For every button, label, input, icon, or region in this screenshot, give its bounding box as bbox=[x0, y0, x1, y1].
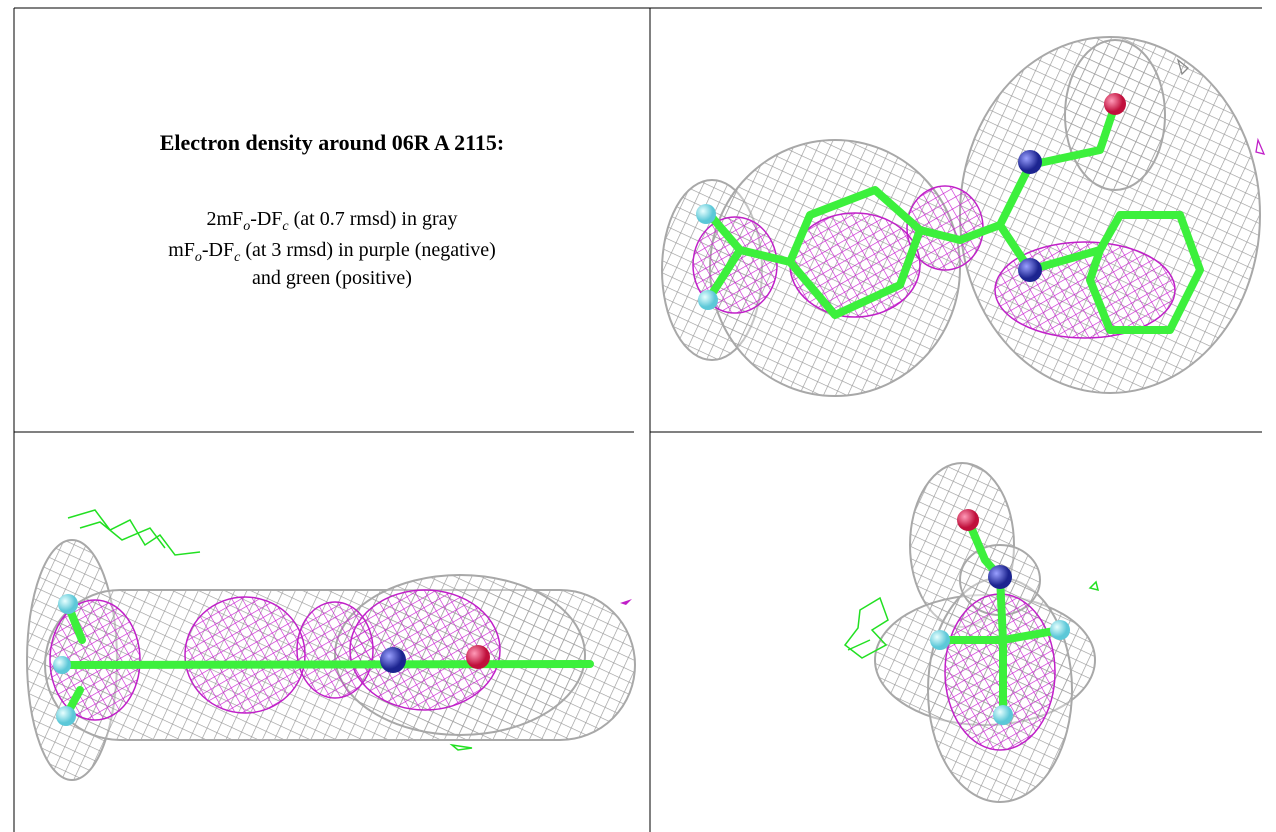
illustration-shape bbox=[1104, 93, 1126, 115]
illustration-shape bbox=[930, 630, 950, 650]
illustration-shape bbox=[1176, 58, 1189, 76]
illustration-shape bbox=[1018, 150, 1042, 174]
illustration-shape bbox=[704, 101, 1204, 334]
caption-line: 2mFo-DFc (at 0.7 rmsd) in gray bbox=[207, 208, 458, 234]
density-view-2 bbox=[26, 509, 636, 781]
illustration-shape bbox=[58, 594, 78, 614]
illustration-shape bbox=[1050, 620, 1070, 640]
caption-subscript: c bbox=[282, 219, 289, 234]
illustration-shape bbox=[349, 589, 501, 711]
caption-text: -DF bbox=[250, 208, 282, 230]
caption-line: and green (positive) bbox=[252, 267, 412, 289]
caption-text: (at 3 rmsd) in purple (negative) bbox=[240, 239, 495, 261]
illustration-shape bbox=[1088, 580, 1100, 592]
table-rules bbox=[13, 7, 1262, 832]
caption-text: -DF bbox=[202, 239, 234, 261]
illustration-shape bbox=[988, 565, 1012, 589]
panel-title: Electron density around 06R A 2115: bbox=[160, 130, 505, 155]
caption-line: mFo-DFc (at 3 rmsd) in purple (negative) bbox=[168, 239, 496, 265]
density-view-3 bbox=[843, 462, 1100, 803]
illustration-shape bbox=[698, 290, 718, 310]
illustration-shape bbox=[957, 509, 979, 531]
illustration-shape bbox=[184, 596, 306, 714]
illustration-shape bbox=[620, 599, 632, 605]
caption-subscript: o bbox=[195, 250, 202, 265]
illustration-shape bbox=[1018, 258, 1042, 282]
caption-text: (at 0.7 rmsd) in gray bbox=[289, 208, 458, 230]
caption-text: 2mF bbox=[207, 208, 244, 230]
illustration-shape bbox=[1255, 137, 1266, 155]
caption-subscript: c bbox=[234, 250, 241, 265]
illustration-shape bbox=[380, 647, 406, 673]
illustration-shape bbox=[56, 706, 76, 726]
illustration-shape bbox=[49, 599, 141, 721]
illustration-shape bbox=[466, 645, 490, 669]
caption-text: mF bbox=[168, 239, 195, 261]
illustration-shape bbox=[696, 204, 716, 224]
illustration-shape bbox=[67, 509, 201, 556]
illustration-shape bbox=[449, 743, 473, 751]
caption-subscript: o bbox=[243, 219, 250, 234]
illustration-shape bbox=[993, 705, 1013, 725]
illustration-shape bbox=[53, 656, 71, 674]
density-view-1 bbox=[661, 36, 1266, 397]
illustration-shape bbox=[843, 596, 889, 659]
